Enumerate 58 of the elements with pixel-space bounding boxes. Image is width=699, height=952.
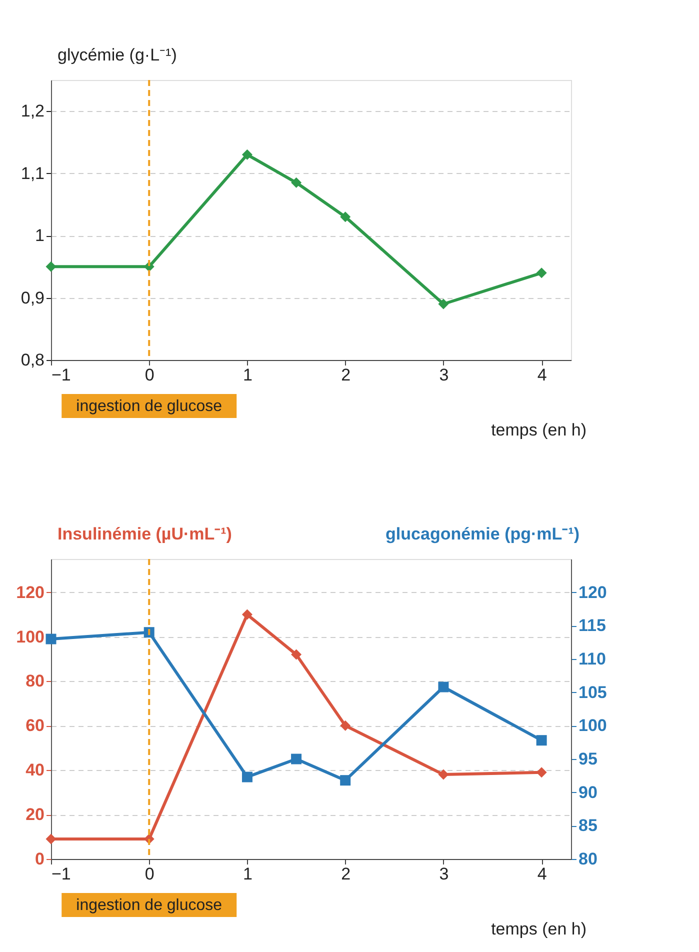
- y2-axis-title: glucagonémie (pg·mL⁻¹): [386, 524, 580, 544]
- point: [242, 149, 252, 160]
- y-tick-label: 1,1: [20, 164, 44, 183]
- x-axis-title: temps (en h): [491, 920, 586, 938]
- point: [46, 834, 56, 844]
- y2-tick-label: 120: [578, 582, 607, 602]
- ref-line-label: ingestion de glucose: [76, 897, 222, 914]
- point: [536, 767, 547, 778]
- point: [438, 682, 449, 692]
- point: [242, 609, 252, 620]
- point: [536, 268, 547, 278]
- y2-tick-label: 115: [578, 616, 606, 636]
- y-tick-label: 80: [26, 672, 44, 691]
- y2-tick-label: 95: [578, 750, 598, 768]
- x-tick-label: 3: [439, 864, 449, 884]
- point: [291, 177, 302, 188]
- x-tick-label: 2: [341, 864, 351, 884]
- x-tick-label: −1: [52, 366, 71, 384]
- x-tick-label: 3: [439, 366, 449, 384]
- y-axis-title: Insulinémie (µU·mL⁻¹): [58, 524, 232, 544]
- x-tick-label: 4: [537, 366, 547, 384]
- y2-tick-label: 100: [578, 716, 607, 736]
- y-tick-label: 40: [26, 760, 44, 780]
- y2-tick-label: 80: [578, 850, 598, 868]
- y-tick-label: 0,9: [20, 288, 44, 308]
- x-tick-label: 1: [242, 864, 252, 884]
- y-axis-title: glycémie (g·L⁻¹): [58, 46, 177, 64]
- point: [438, 769, 449, 780]
- y2-tick-label: 105: [578, 682, 607, 702]
- point: [291, 649, 302, 660]
- y2-tick-label: 90: [578, 782, 598, 802]
- x-tick-label: 1: [242, 366, 252, 384]
- y-tick-label: 0: [35, 850, 44, 868]
- x-tick-label: 2: [341, 366, 351, 384]
- x-tick-label: 0: [144, 366, 154, 384]
- point: [438, 298, 449, 310]
- point: [536, 735, 547, 746]
- x-axis-title: temps (en h): [491, 420, 586, 440]
- point: [46, 634, 56, 644]
- y-tick-label: 20: [26, 805, 44, 824]
- y-tick-label: 100: [16, 627, 44, 646]
- point: [340, 775, 351, 786]
- y-tick-label: 60: [26, 716, 44, 736]
- point: [46, 261, 56, 272]
- point: [340, 212, 351, 222]
- y2-tick-label: 110: [578, 650, 606, 668]
- point: [340, 720, 351, 731]
- point: [291, 754, 302, 764]
- y-tick-label: 1,2: [20, 102, 44, 121]
- x-tick-label: 0: [144, 864, 154, 884]
- ref-line-label: ingestion de glucose: [76, 398, 222, 415]
- y-tick-label: 1: [35, 226, 44, 246]
- x-tick-label: −1: [52, 864, 71, 884]
- x-tick-label: 4: [537, 864, 547, 884]
- point: [242, 772, 252, 782]
- y2-tick-label: 85: [578, 816, 598, 836]
- y-tick-label: 0,8: [20, 350, 44, 370]
- y-tick-label: 120: [16, 582, 44, 602]
